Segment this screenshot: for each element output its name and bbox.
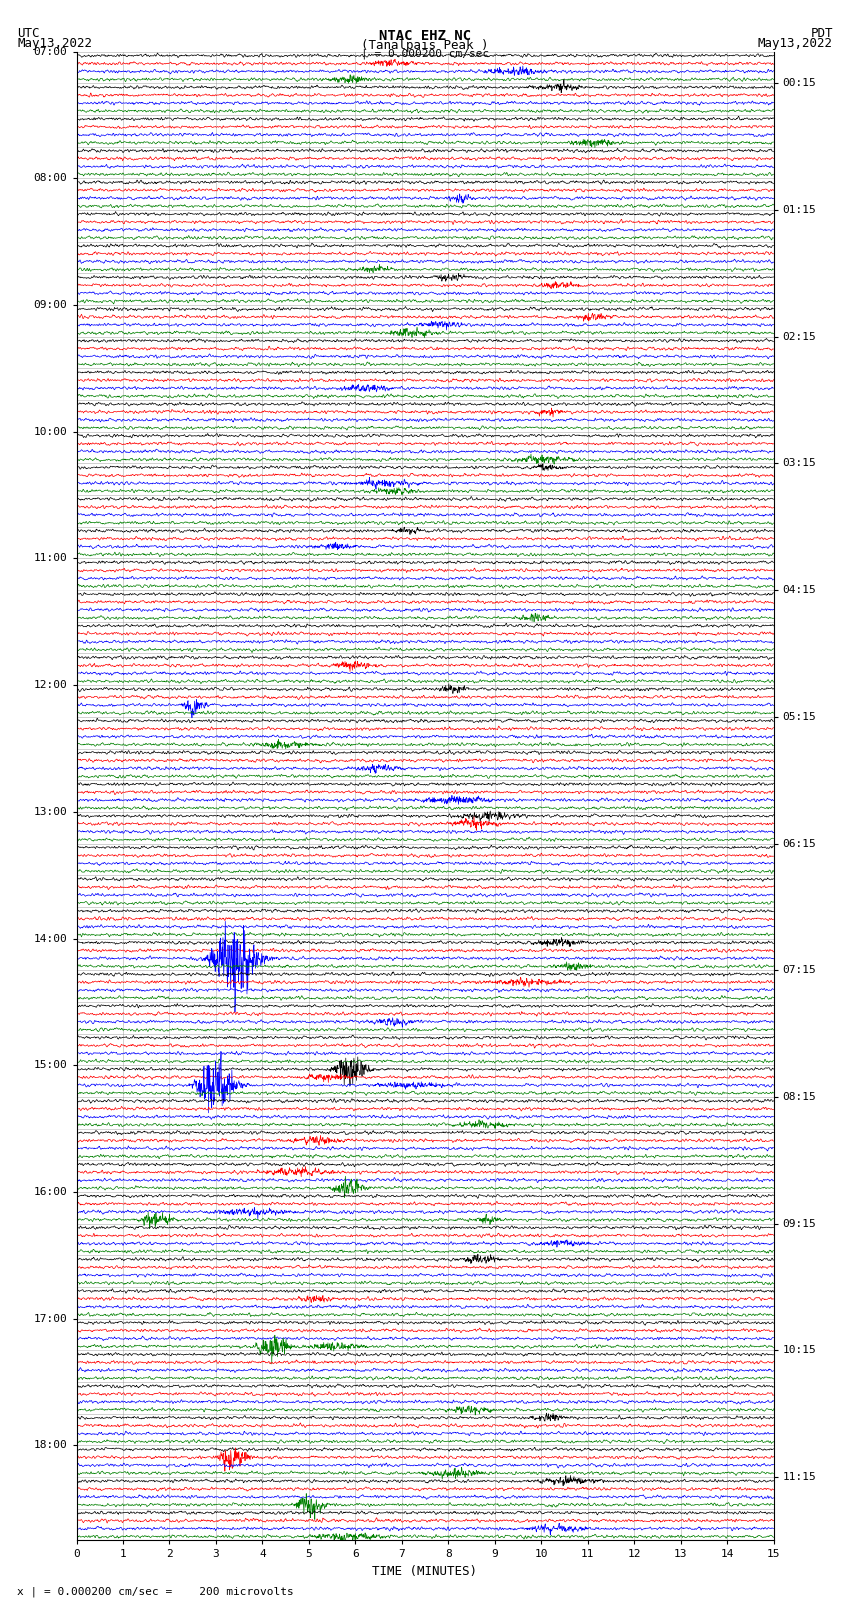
Text: May13,2022: May13,2022 [17,37,92,50]
Text: | = 0.000200 cm/sec: | = 0.000200 cm/sec [361,48,489,60]
Text: UTC: UTC [17,27,39,40]
Text: NTAC EHZ NC: NTAC EHZ NC [379,29,471,44]
Text: x | = 0.000200 cm/sec =    200 microvolts: x | = 0.000200 cm/sec = 200 microvolts [17,1586,294,1597]
X-axis label: TIME (MINUTES): TIME (MINUTES) [372,1565,478,1578]
Text: May13,2022: May13,2022 [758,37,833,50]
Text: PDT: PDT [811,27,833,40]
Text: (Tanalpais Peak ): (Tanalpais Peak ) [361,39,489,52]
